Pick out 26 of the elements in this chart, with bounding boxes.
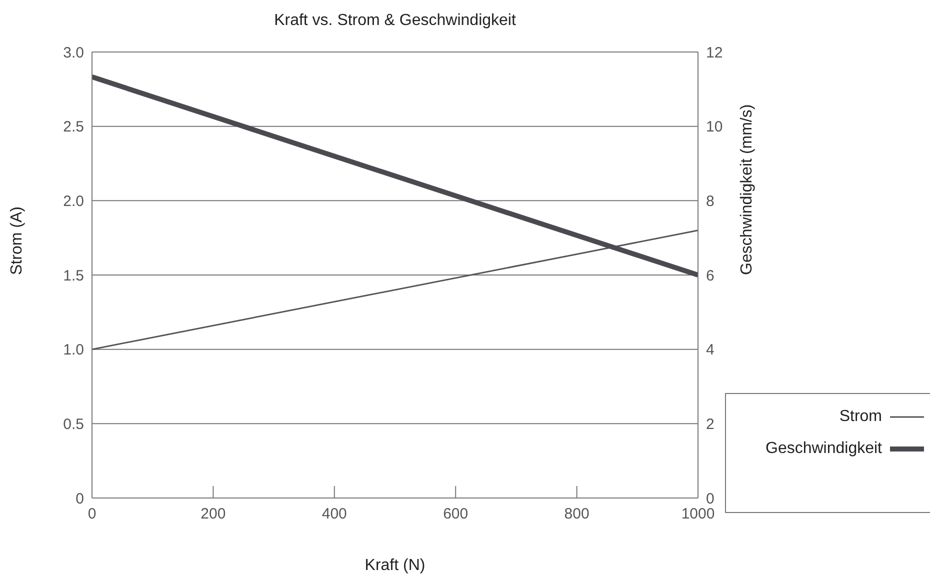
y2-tick-label: 2 — [706, 416, 714, 433]
x-tick-label: 0 — [88, 506, 96, 523]
y-tick-label: 1.5 — [63, 267, 84, 284]
y-tick-label: 2.0 — [63, 192, 84, 210]
y-tick-label: 1.0 — [63, 342, 84, 359]
y2-tick-label: 8 — [706, 192, 714, 210]
x-tick-label: 1000 — [681, 506, 715, 523]
y2-tick-label: 12 — [706, 44, 723, 62]
y2-tick-label: 4 — [706, 342, 714, 359]
chart-title: Kraft vs. Strom & Geschwindigkeit — [273, 12, 517, 30]
y-tick-label: 3.0 — [63, 44, 84, 62]
y2-axis-title: Geschwindigkeit (mm/s) — [738, 104, 756, 275]
y-axis-title: Strom (A) — [8, 206, 26, 275]
y2-tick-label: 10 — [706, 118, 723, 136]
x-tick-label: 400 — [322, 506, 347, 523]
y-tick-label: 0 — [76, 490, 84, 508]
y2-tick-label: 0 — [706, 490, 714, 508]
x-tick-label: 600 — [443, 506, 468, 523]
x-tick-label: 200 — [200, 506, 226, 523]
y2-tick-label: 6 — [706, 267, 714, 284]
legend-label: Geschwindigkeit — [766, 440, 882, 458]
legend-label: Strom — [839, 408, 882, 426]
y-tick-label: 0.5 — [63, 416, 84, 433]
x-axis-title: Kraft (N) — [364, 557, 426, 574]
y-tick-label: 2.5 — [63, 118, 84, 136]
x-tick-label: 800 — [564, 506, 590, 523]
